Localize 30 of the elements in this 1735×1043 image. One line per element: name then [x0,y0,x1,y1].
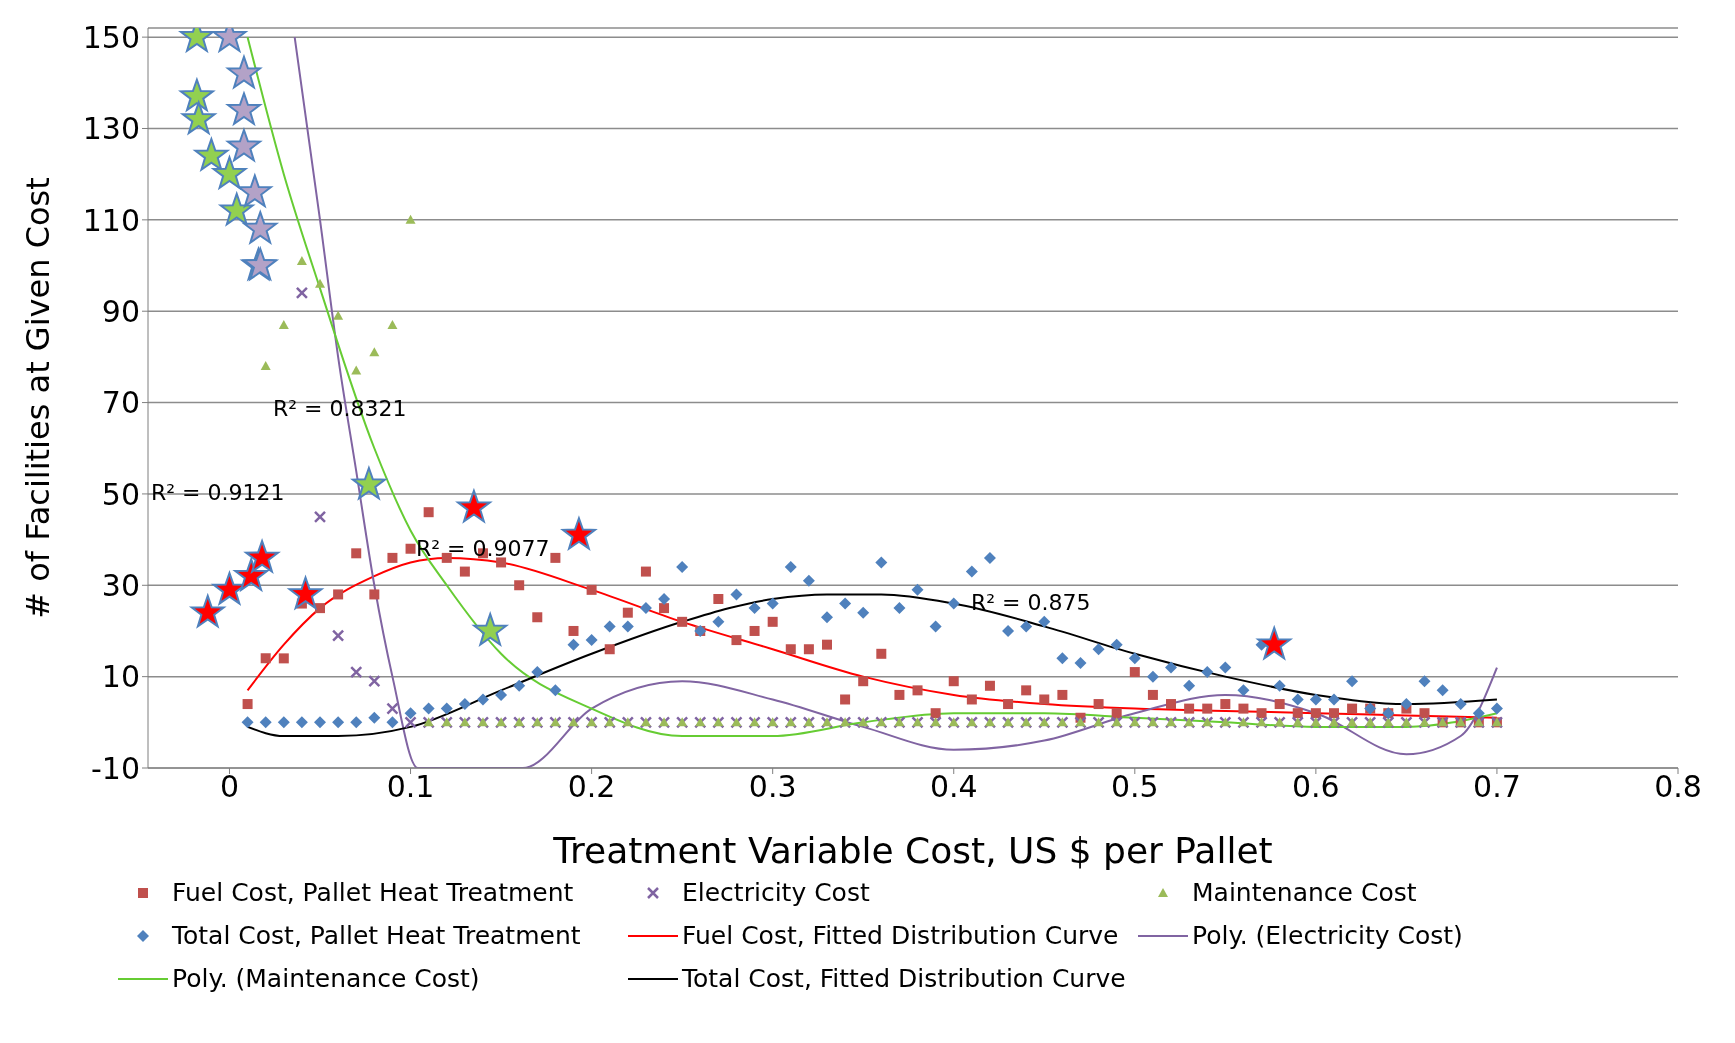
annotation: R² = 0.875 [970,590,1092,615]
y-tick-label: 50 [101,476,140,512]
x-tick-label: 0 [219,769,240,805]
y-axis-title: # of Facilities at Given Cost [19,177,58,619]
x-tick-label: 0.7 [1473,769,1521,805]
x-tick-label: 0.5 [1110,769,1159,805]
legend-label: Poly. (Maintenance Cost) [172,964,480,993]
x-tick-label: 0.2 [567,769,616,805]
y-tick-label: 90 [101,293,140,329]
legend-label: Total Cost, Fitted Distribution Curve [682,964,1126,993]
legend-label: Total Cost, Pallet Heat Treatment [172,921,581,950]
legend-label: Poly. (Electricity Cost) [1192,921,1463,950]
x-tick-label: 0.4 [929,769,978,805]
x-tick-label: 0.8 [1654,769,1702,805]
y-tick-label: 110 [82,202,140,238]
annotation: R² = 0.9121 [150,480,286,505]
x-tick-label: 0.1 [386,769,435,805]
y-tick-label: 150 [82,19,140,55]
legend-label: Fuel Cost, Pallet Heat Treatment [172,878,574,907]
y-tick-label: 70 [101,385,140,421]
x-axis-title: Treatment Variable Cost, US $ per Pallet [552,830,1273,871]
x-tick-label: 0.3 [748,769,797,805]
x-tick-label: 0.6 [1292,769,1340,805]
y-tick-label: 130 [82,111,140,147]
y-tick-label: 10 [101,659,140,695]
legend-label: Maintenance Cost [1192,878,1417,907]
y-tick-label: 30 [101,567,140,603]
legend-label: Electricity Cost [682,878,870,907]
legend-label: Fuel Cost, Fitted Distribution Curve [682,921,1119,950]
y-tick-label: -10 [91,750,140,786]
